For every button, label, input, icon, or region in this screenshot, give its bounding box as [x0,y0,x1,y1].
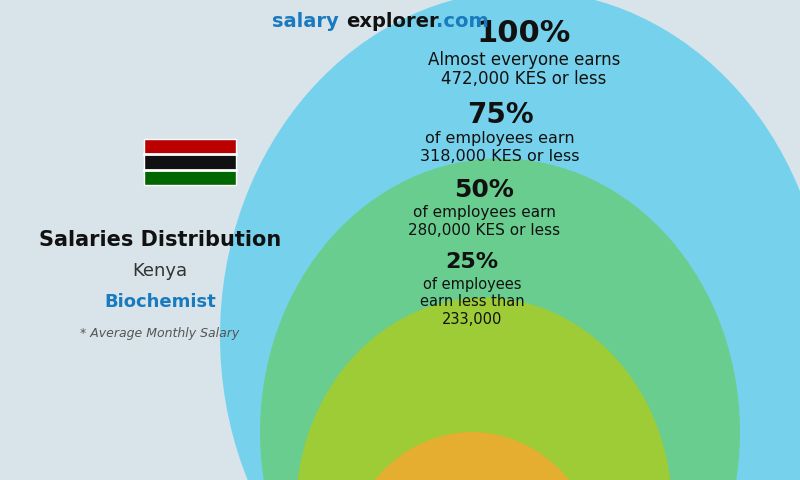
Text: 50%: 50% [454,178,514,202]
Text: 25%: 25% [446,252,498,272]
Text: of employees: of employees [422,276,522,292]
Text: Biochemist: Biochemist [104,293,216,312]
Bar [144,139,236,155]
Text: earn less than: earn less than [420,294,524,309]
Bar [144,155,236,169]
Text: salaryexplorer.com: salaryexplorer.com [393,21,407,22]
Text: salary: salary [272,12,338,31]
Ellipse shape [260,158,740,480]
Text: of employees earn: of employees earn [425,131,575,146]
Text: 100%: 100% [477,19,571,48]
Text: 280,000 KES or less: 280,000 KES or less [408,223,560,238]
Ellipse shape [340,432,604,480]
Ellipse shape [296,298,672,480]
Text: 472,000 KES or less: 472,000 KES or less [442,70,606,88]
Text: Almost everyone earns: Almost everyone earns [428,51,620,69]
Text: explorer: explorer [346,12,439,31]
Bar [144,139,236,185]
Text: .com: .com [436,12,489,31]
Text: of employees earn: of employees earn [413,204,555,220]
Text: * Average Monthly Salary: * Average Monthly Salary [80,327,240,340]
Text: Salaries Distribution: Salaries Distribution [39,230,281,250]
Text: Kenya: Kenya [133,262,187,280]
Text: 318,000 KES or less: 318,000 KES or less [420,149,580,165]
Ellipse shape [220,0,800,480]
Bar [144,169,236,185]
Text: 233,000: 233,000 [442,312,502,327]
Text: 75%: 75% [466,101,534,129]
